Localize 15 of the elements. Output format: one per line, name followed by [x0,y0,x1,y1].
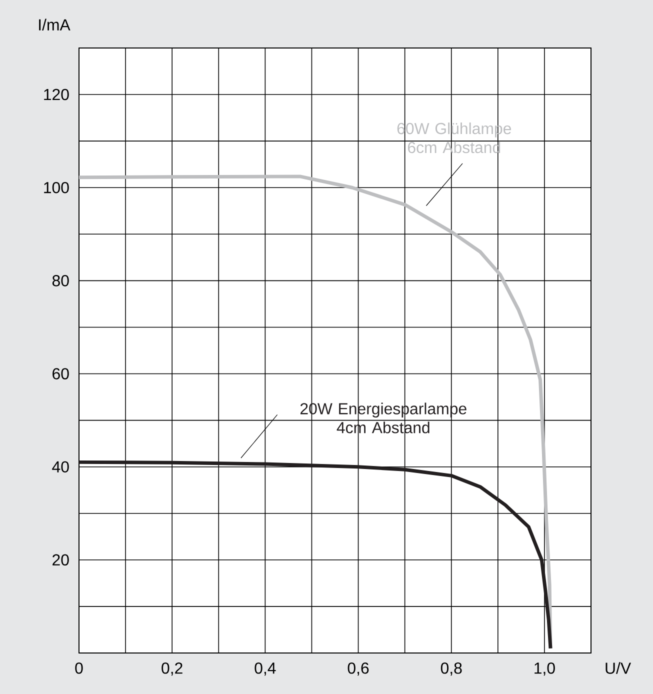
line-series [77,460,552,650]
x-tick-label: 1,0 [534,662,555,676]
y-tick-label: 120 [44,88,69,100]
x-axis-title: U/V [606,662,632,674]
x-tick-label: 0,8 [440,662,462,676]
y-axis-title: I/mA [39,18,70,30]
x-tick-label: 0 [75,662,83,674]
x-tick-label: 0,4 [254,662,276,676]
y-tick-label: 40 [52,461,69,472]
x-tick-label: 0,2 [162,662,182,676]
x-tick-label: 0,6 [348,662,369,676]
y-tick-label: 20 [52,554,69,566]
y-tick-label: 80 [52,275,69,286]
y-tick-label: 100 [44,182,69,194]
y-tick-label: 60 [52,368,69,380]
